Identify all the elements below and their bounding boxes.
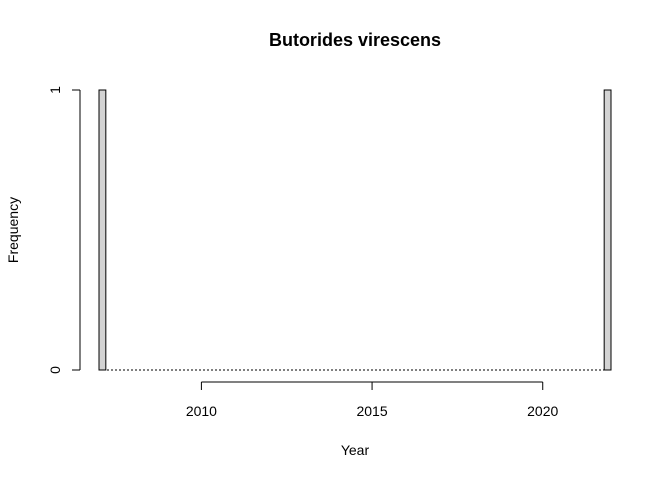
y-tick-label: 0 — [47, 366, 63, 374]
x-tick-label: 2020 — [527, 403, 558, 419]
x-axis: 2010 2015 2020 — [186, 381, 559, 419]
bars — [98, 89, 612, 371]
x-axis-label: Year — [341, 442, 370, 458]
histogram-bar — [603, 89, 612, 371]
x-tick-label: 2010 — [186, 403, 217, 419]
histogram-bar — [98, 89, 107, 371]
y-axis-label: Frequency — [5, 197, 21, 263]
x-tick-label: 2015 — [356, 403, 387, 419]
y-axis: 01 — [47, 86, 81, 374]
chart-title: Butorides virescens — [269, 30, 441, 50]
y-tick-label: 1 — [47, 86, 63, 94]
